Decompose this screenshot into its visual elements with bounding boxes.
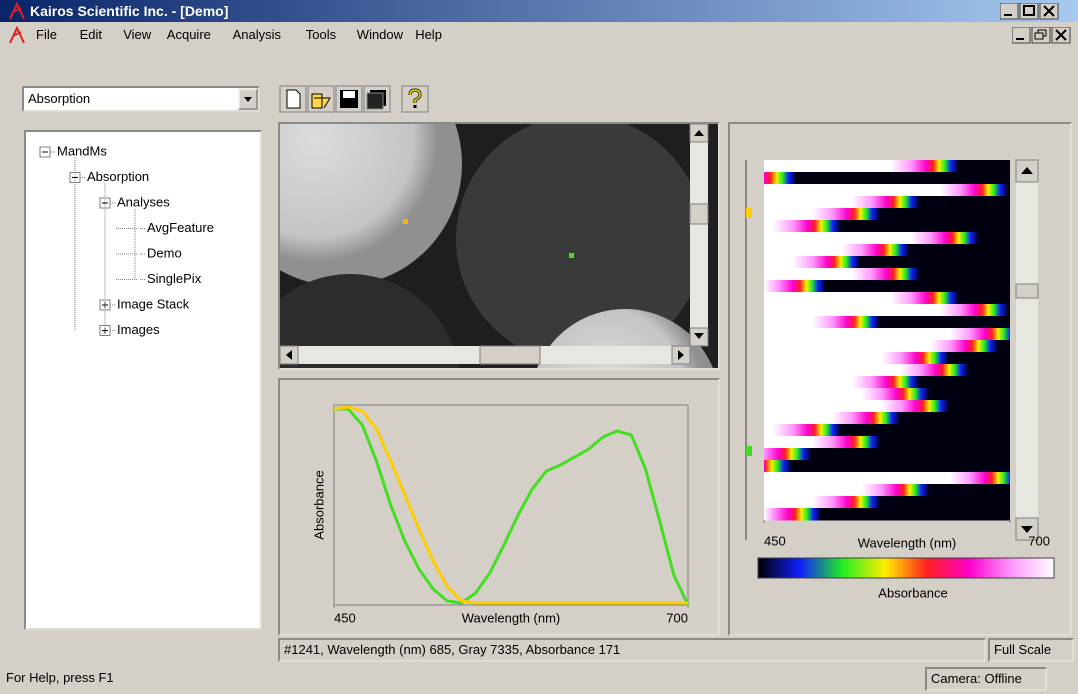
- tree-node[interactable]: Analyses: [117, 194, 170, 209]
- heatmap-row: [764, 220, 1010, 233]
- camera-text: Camera: Offline: [931, 671, 1022, 686]
- heatmap-row: [764, 316, 1010, 329]
- readout-text: #1241, Wavelength (nm) 685, Gray 7335, A…: [284, 642, 620, 657]
- heatmap-row: [764, 184, 1010, 197]
- menu-bar: File Edit View Acquire Analysis Tools Window He…: [0, 22, 1078, 48]
- toolbar: [278, 84, 468, 116]
- colorbar-label: Absorbance: [878, 585, 947, 600]
- heatmap-row: [764, 340, 1010, 353]
- heatmap-row: [764, 364, 1010, 377]
- x-tick-label: 700: [666, 610, 688, 625]
- help-text: For Help, press F1: [6, 670, 114, 685]
- save-button[interactable]: [336, 86, 362, 112]
- heatmap-row: [764, 304, 1010, 317]
- heatmap-row: [764, 496, 1010, 509]
- combobox-arrow[interactable]: [238, 88, 258, 110]
- arrow-glyph: [240, 90, 256, 108]
- x-axis-label: Wavelength (nm): [858, 535, 957, 550]
- heatmap-chart: 450 700 Wavelength (nm) Absorbance: [730, 124, 1070, 634]
- title-bar: Kairos Scientific Inc. - [Demo]: [0, 0, 1078, 22]
- heatmap-row: [764, 508, 1010, 521]
- heatmap-row: [764, 172, 1010, 185]
- tree-node[interactable]: Images: [117, 322, 160, 337]
- window-title: Kairos Scientific Inc. - [Demo]: [30, 3, 228, 19]
- tree-node[interactable]: Demo: [147, 245, 182, 260]
- doc-controls[interactable]: [1012, 27, 1078, 44]
- v-scrollbar[interactable]: [1016, 160, 1038, 540]
- heatmap-row: [764, 472, 1010, 485]
- menu-item[interactable]: Acquire: [167, 27, 211, 42]
- row-marker: [746, 208, 752, 218]
- heatmap-row: [764, 196, 1010, 209]
- x-tick-label: 450: [334, 610, 356, 625]
- combobox-value: Absorption: [28, 91, 90, 106]
- heatmap-row: [764, 412, 1010, 425]
- app-icon: [8, 2, 26, 20]
- tree-node[interactable]: Image Stack: [117, 296, 190, 311]
- heatmap-row: [764, 328, 1010, 341]
- tree-node[interactable]: AvgFeature: [147, 220, 214, 235]
- spectrum-chart: Absorbance Wavelength (nm) 450 700: [280, 380, 718, 634]
- menu-item[interactable]: Window: [357, 27, 403, 42]
- plot-area: [334, 405, 688, 605]
- scale-text: Full Scale: [994, 642, 1051, 657]
- new-button[interactable]: [280, 86, 306, 112]
- menu-item[interactable]: Help: [415, 27, 442, 42]
- scroll-thumb[interactable]: [690, 204, 708, 224]
- heatmap-row: [764, 292, 1010, 305]
- spectrum-panel: Absorbance Wavelength (nm) 450 700: [278, 378, 720, 636]
- menu-item[interactable]: Edit: [80, 27, 102, 42]
- mode-combobox[interactable]: Absorption: [22, 86, 260, 112]
- heatmap-row: [764, 460, 1010, 473]
- heatmap-row: [764, 388, 1010, 401]
- heatmap-row: [764, 484, 1010, 497]
- v-scrollbar[interactable]: [690, 124, 708, 346]
- pixel-marker: [403, 219, 408, 224]
- x-axis-label: Wavelength (nm): [462, 610, 561, 625]
- heatmap-row: [764, 208, 1010, 221]
- open-button[interactable]: [308, 86, 334, 112]
- tree-panel: MandMs Absorption Analyses AvgFeature Demo Si…: [24, 130, 262, 630]
- heatmap-row: [764, 160, 1010, 173]
- heatmap-row: [764, 376, 1010, 389]
- tree-node[interactable]: SinglePix: [147, 271, 202, 286]
- help-button[interactable]: [402, 86, 428, 112]
- menu-item[interactable]: Analysis: [233, 27, 281, 42]
- camera-status: Camera: Offline: [925, 667, 1047, 691]
- save-all-button[interactable]: [364, 86, 390, 112]
- window-controls[interactable]: [1000, 3, 1078, 20]
- menu-item[interactable]: Tools: [306, 27, 336, 42]
- heatmap-row: [764, 244, 1010, 257]
- doc-icon: [8, 26, 26, 44]
- readout-bar: #1241, Wavelength (nm) 685, Gray 7335, A…: [278, 638, 986, 662]
- menu-item[interactable]: View: [123, 27, 151, 42]
- heatmap-row: [764, 352, 1010, 365]
- heatmap-row: [764, 232, 1010, 245]
- scroll-thumb[interactable]: [480, 346, 540, 364]
- menu-item[interactable]: File: [36, 27, 57, 42]
- y-axis-label: Absorbance: [311, 470, 326, 539]
- image-view: [280, 124, 718, 368]
- pixel-marker: [569, 253, 574, 258]
- heatmap-row: [764, 280, 1010, 293]
- scale-box: Full Scale: [988, 638, 1074, 662]
- heatmap-row: [764, 436, 1010, 449]
- tree-view: MandMs Absorption Analyses AvgFeature Demo Si…: [26, 132, 260, 628]
- scroll-thumb[interactable]: [1016, 284, 1038, 298]
- tree-node[interactable]: MandMs: [57, 143, 107, 158]
- heatmap-row: [764, 448, 1010, 461]
- heatmap-row: [764, 268, 1010, 281]
- image-panel: [278, 122, 720, 370]
- x-tick-label: 700: [1028, 533, 1050, 548]
- heatmap-row: [764, 424, 1010, 437]
- colorbar: [758, 558, 1054, 578]
- row-marker: [746, 446, 752, 456]
- x-tick-label: 450: [764, 533, 786, 548]
- heatmap-row: [764, 400, 1010, 413]
- tree-node[interactable]: Absorption: [87, 169, 149, 184]
- heatmap-panel: 450 700 Wavelength (nm) Absorbance: [728, 122, 1072, 636]
- app-window: Kairos Scientific Inc. - [Demo] File Edit…: [0, 0, 1078, 694]
- heatmap-row: [764, 256, 1010, 269]
